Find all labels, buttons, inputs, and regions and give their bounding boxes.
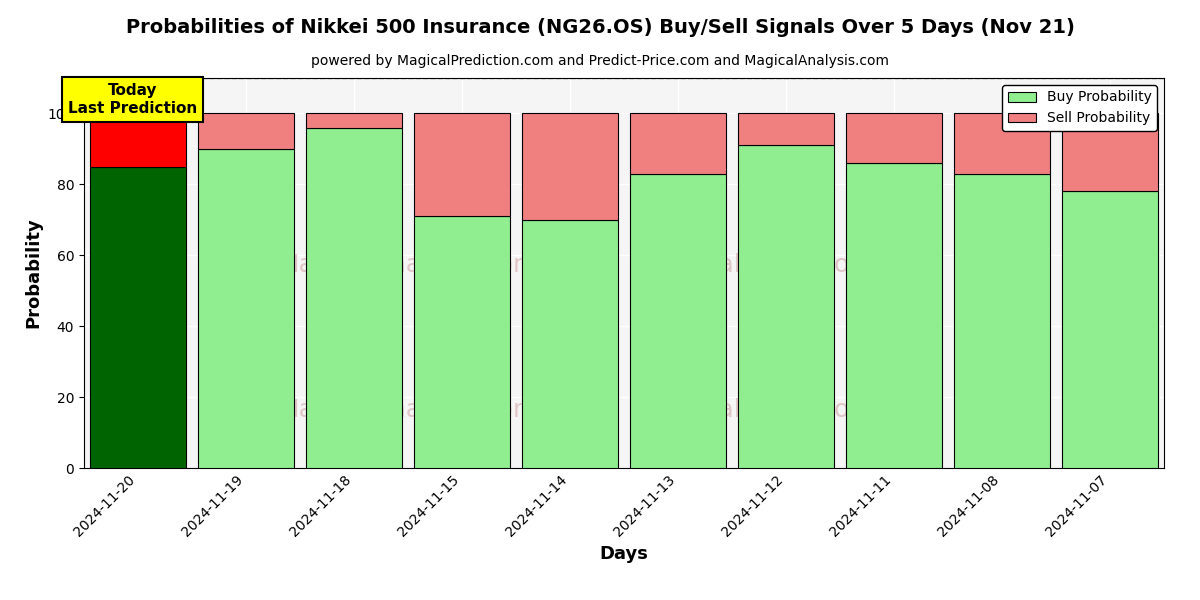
Bar — [414, 113, 510, 216]
Bar — [522, 220, 618, 468]
Text: MagicalPrediction.com: MagicalPrediction.com — [646, 253, 926, 277]
Bar — [90, 113, 186, 167]
Bar — [738, 113, 834, 145]
Bar — [198, 113, 294, 149]
Text: MagicalPrediction.com: MagicalPrediction.com — [646, 398, 926, 421]
Y-axis label: Probability: Probability — [24, 218, 42, 328]
Text: powered by MagicalPrediction.com and Predict-Price.com and MagicalAnalysis.com: powered by MagicalPrediction.com and Pre… — [311, 54, 889, 68]
Text: MagicalAnalysis.com: MagicalAnalysis.com — [278, 398, 538, 421]
Bar — [198, 149, 294, 468]
Bar — [846, 163, 942, 468]
Bar — [630, 113, 726, 174]
Legend: Buy Probability, Sell Probability: Buy Probability, Sell Probability — [1002, 85, 1157, 131]
Text: MagicalAnalysis.com: MagicalAnalysis.com — [278, 253, 538, 277]
Bar — [846, 113, 942, 163]
Bar — [954, 113, 1050, 174]
Text: Today
Last Prediction: Today Last Prediction — [68, 83, 197, 116]
Bar — [306, 128, 402, 468]
Bar — [630, 174, 726, 468]
Bar — [1062, 191, 1158, 468]
Bar — [954, 174, 1050, 468]
Text: Probabilities of Nikkei 500 Insurance (NG26.OS) Buy/Sell Signals Over 5 Days (No: Probabilities of Nikkei 500 Insurance (N… — [126, 18, 1074, 37]
Bar — [522, 113, 618, 220]
Bar — [738, 145, 834, 468]
Bar — [90, 167, 186, 468]
Bar — [306, 113, 402, 128]
X-axis label: Days: Days — [600, 545, 648, 563]
Bar — [414, 216, 510, 468]
Bar — [1062, 113, 1158, 191]
